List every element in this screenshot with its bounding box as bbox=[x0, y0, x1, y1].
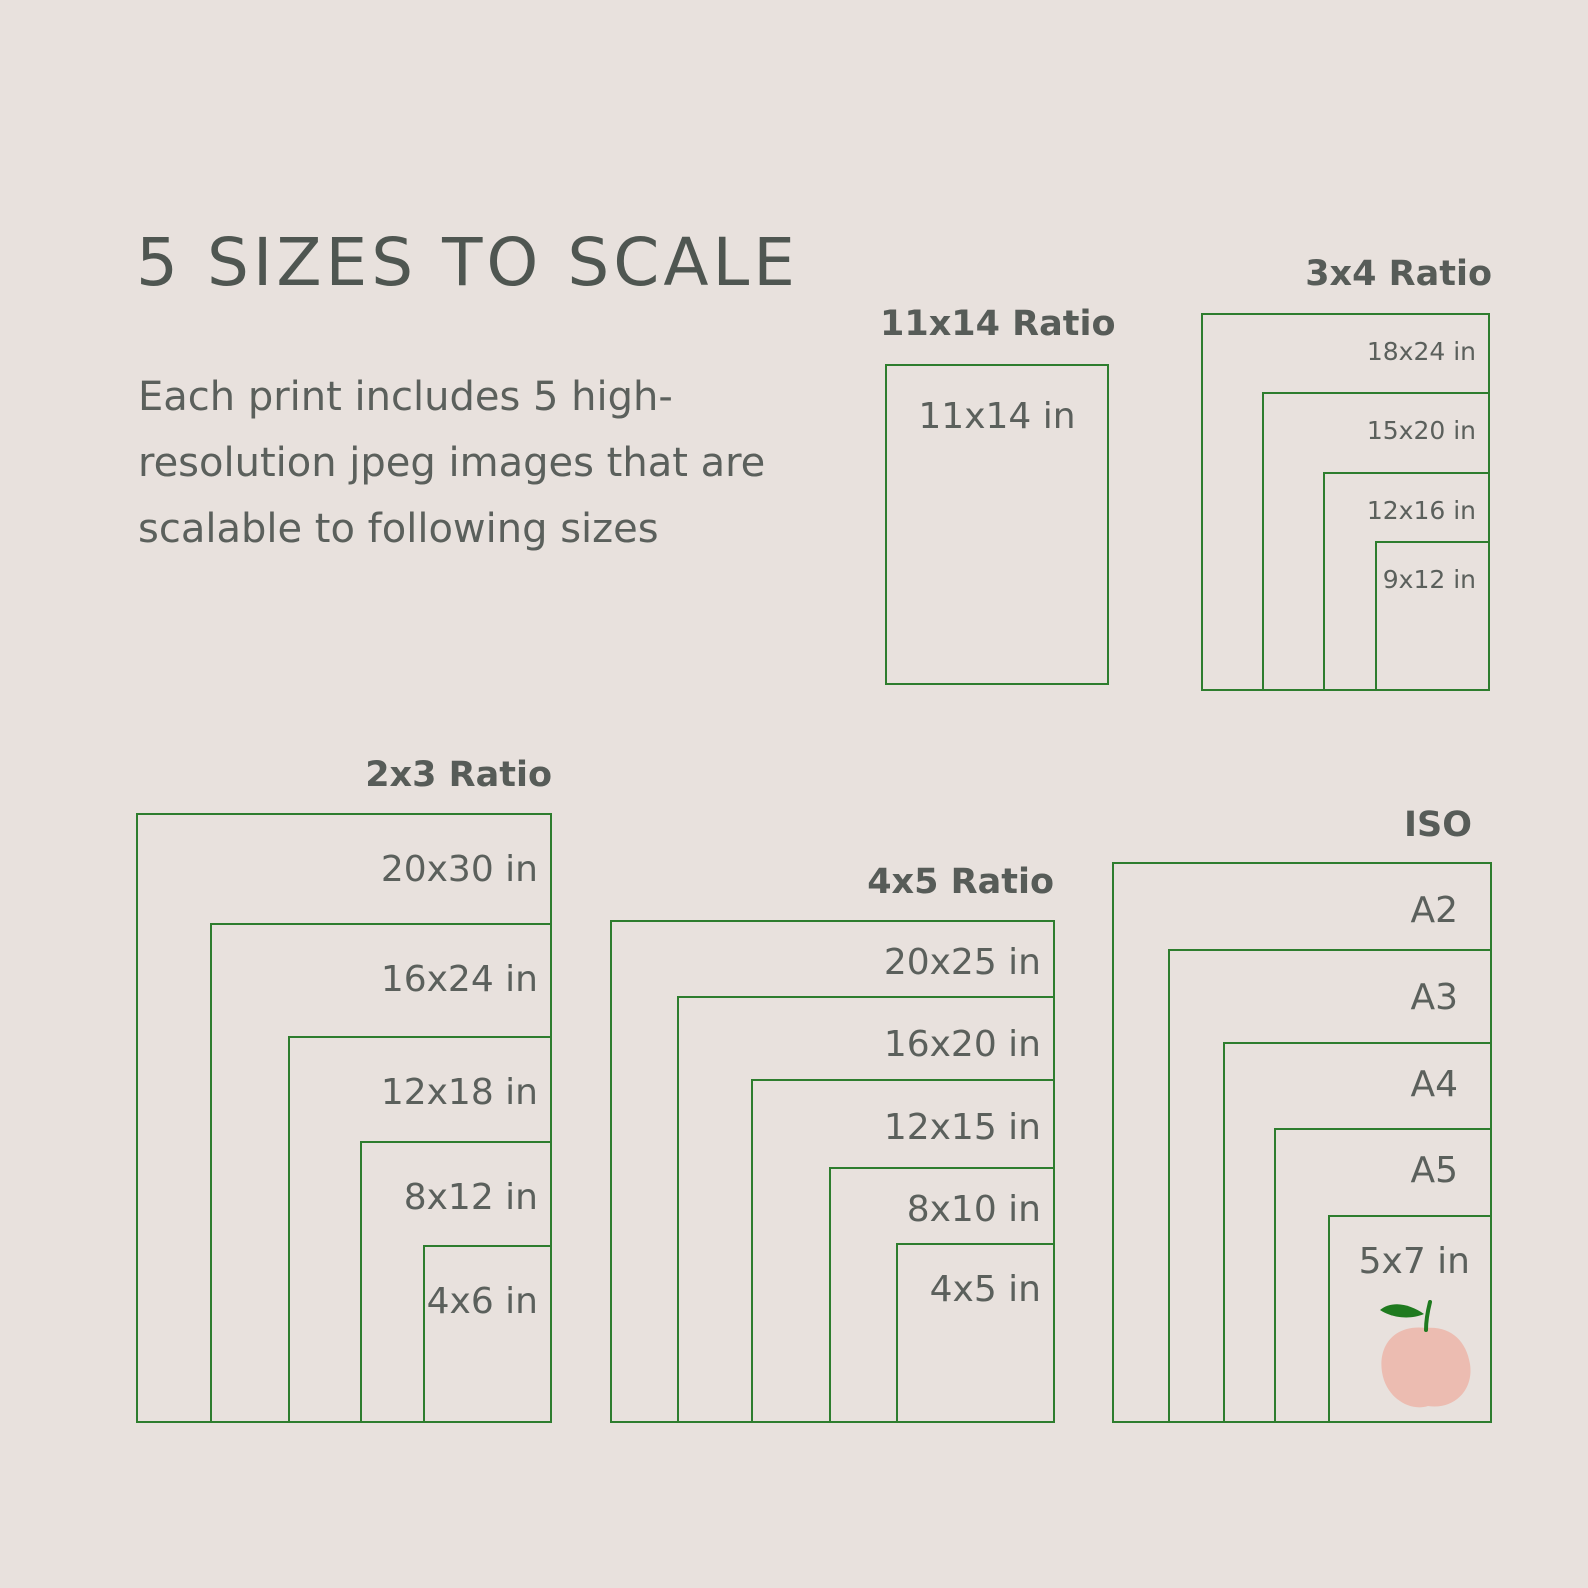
frame-4x5-4: 4x5 in bbox=[896, 1243, 1055, 1423]
size-label: 18x24 in bbox=[1366, 337, 1476, 366]
frame-11x14: 11x14 in bbox=[885, 364, 1109, 685]
size-label: 8x10 in bbox=[906, 1189, 1041, 1230]
description: Each print includes 5 high-resolution jp… bbox=[138, 374, 766, 552]
size-label: 5x7 in bbox=[1358, 1241, 1470, 1282]
size-label: 20x30 in bbox=[380, 849, 538, 890]
frame-2x3-2: 12x18 in bbox=[288, 1036, 552, 1423]
size-label: 12x16 in bbox=[1366, 496, 1476, 525]
group-title-4x5: 4x5 Ratio bbox=[867, 862, 1054, 902]
size-label: 12x15 in bbox=[883, 1107, 1041, 1148]
size-label: A2 bbox=[1410, 890, 1458, 931]
size-label: A4 bbox=[1410, 1064, 1458, 1105]
size-label: 4x5 in bbox=[929, 1269, 1041, 1310]
size-label: A3 bbox=[1410, 977, 1458, 1018]
frame-2x3-4: 4x6 in bbox=[423, 1245, 552, 1423]
group-title-2x3: 2x3 Ratio bbox=[365, 755, 552, 795]
size-label: 11x14 in bbox=[918, 396, 1076, 437]
size-label: 9x12 in bbox=[1382, 565, 1476, 594]
peach-icon bbox=[1380, 1300, 1471, 1408]
page-title: 5 SIZES TO SCALE bbox=[136, 224, 799, 301]
frame-3x4-3: 9x12 in bbox=[1375, 541, 1490, 691]
group-title-3x4: 3x4 Ratio bbox=[1305, 254, 1492, 294]
frame-iso-4: 5x7 in bbox=[1328, 1215, 1492, 1423]
size-label: 15x20 in bbox=[1366, 416, 1476, 445]
group-title-11x14: 11x14 Ratio bbox=[880, 304, 1116, 344]
group-title-iso: ISO bbox=[1404, 805, 1472, 845]
size-label: A5 bbox=[1410, 1150, 1458, 1191]
size-label: 8x12 in bbox=[403, 1177, 538, 1218]
size-label: 12x18 in bbox=[380, 1072, 538, 1113]
size-label: 16x20 in bbox=[883, 1024, 1041, 1065]
size-label: 20x25 in bbox=[883, 942, 1041, 983]
size-label: 4x6 in bbox=[426, 1281, 538, 1322]
size-label: 16x24 in bbox=[380, 959, 538, 1000]
